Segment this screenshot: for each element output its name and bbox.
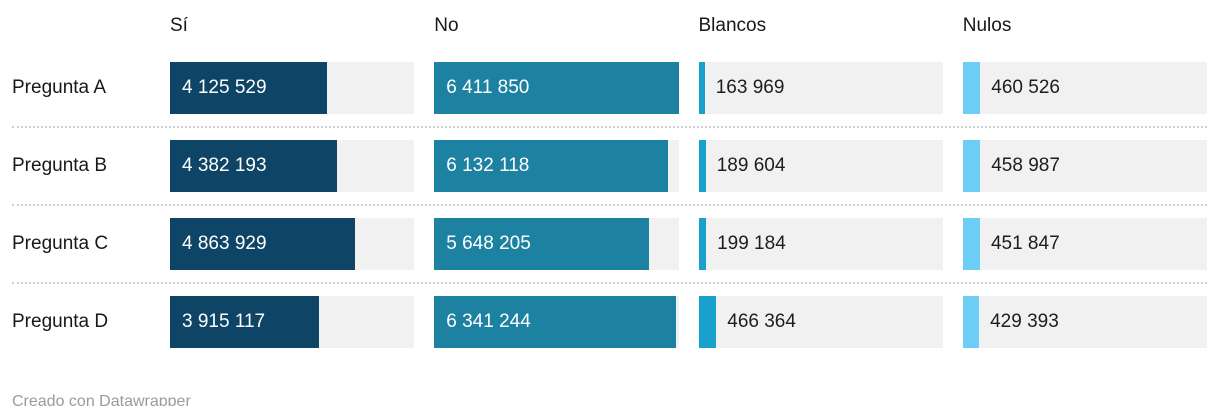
bar-value-label: 460 526 (991, 77, 1060, 98)
bar-track: 4 382 193 (170, 140, 415, 192)
column-header-nulos: Nulos (962, 15, 1012, 36)
bar-cell: 6 132 118 (434, 140, 679, 192)
bar-cell: 3 915 117 (170, 296, 415, 348)
bar-cell: 199 184 (698, 218, 943, 270)
table-row: Pregunta C 4 863 929 5 648 205 199 184 4… (12, 204, 1207, 282)
bar (170, 140, 337, 192)
bar-cell: 4 382 193 (170, 140, 415, 192)
bar-value-label: 6 341 244 (446, 311, 531, 332)
column-header-no: No (434, 15, 459, 36)
bar-value-label: 4 125 529 (182, 77, 267, 98)
bar-cell: 6 341 244 (434, 296, 679, 348)
row-label: Pregunta B (12, 155, 108, 176)
bar-track: 3 915 117 (170, 296, 415, 348)
row-label: Pregunta C (12, 233, 109, 254)
chart-footer: Creado con Datawrapper (12, 393, 1207, 406)
table-row: Pregunta A 4 125 529 6 411 850 163 969 4… (12, 50, 1207, 126)
bar-cell: 458 987 (962, 140, 1207, 192)
column-headers: Sí No Blancos Nulos (12, 12, 1207, 38)
bar-track: 458 987 (962, 140, 1207, 192)
bar (698, 296, 717, 348)
bar (434, 296, 676, 348)
column-header-blancos: Blancos (698, 15, 767, 36)
bar-value-label: 6 411 850 (446, 77, 530, 98)
bar (170, 62, 328, 114)
bar (698, 140, 706, 192)
table-row: Pregunta B 4 382 193 6 132 118 189 604 4… (12, 126, 1207, 204)
datawrapper-credit-link[interactable]: Creado con Datawrapper (12, 393, 191, 406)
bar-track: 4 863 929 (170, 218, 415, 270)
bar-track: 6 132 118 (434, 140, 679, 192)
bar-cell: 460 526 (962, 62, 1207, 114)
bar-cell: 429 393 (962, 296, 1207, 348)
bar-track: 451 847 (962, 218, 1207, 270)
bar-cell: 4 125 529 (170, 62, 415, 114)
bar-value-label: 6 132 118 (446, 155, 530, 176)
bar-cell: 5 648 205 (434, 218, 679, 270)
bar-cell: 466 364 (698, 296, 943, 348)
bar-track: 189 604 (698, 140, 943, 192)
bar-cell: 4 863 929 (170, 218, 415, 270)
bar-cell: 6 411 850 (434, 62, 679, 114)
bar-track: 163 969 (698, 62, 943, 114)
row-label: Pregunta D (12, 311, 109, 332)
bar-cell: 163 969 (698, 62, 943, 114)
bar-value-label: 458 987 (991, 155, 1060, 176)
bar-track: 4 125 529 (170, 62, 415, 114)
bar (698, 218, 707, 270)
bar-track: 5 648 205 (434, 218, 679, 270)
bar (962, 140, 981, 192)
bar (434, 218, 650, 270)
bar (434, 62, 679, 114)
bar-value-label: 4 382 193 (182, 155, 267, 176)
bar-track: 199 184 (698, 218, 943, 270)
bar-track: 429 393 (962, 296, 1207, 348)
bar-value-label: 466 364 (727, 311, 796, 332)
bar (170, 218, 356, 270)
bar-cell: 451 847 (962, 218, 1207, 270)
bar-track: 6 341 244 (434, 296, 679, 348)
bar-value-label: 189 604 (716, 155, 786, 176)
bar-value-label: 429 393 (990, 311, 1059, 332)
bar (962, 296, 980, 348)
table-row: Pregunta D 3 915 117 6 341 244 466 364 4… (12, 282, 1207, 360)
bar (698, 62, 705, 114)
column-header-si: Sí (170, 15, 188, 36)
bar-cell: 189 604 (698, 140, 943, 192)
chart-rows: Pregunta A 4 125 529 6 411 850 163 969 4… (12, 50, 1207, 360)
bar-value-label: 451 847 (990, 233, 1060, 254)
bar (434, 140, 668, 192)
bar-value-label: 4 863 929 (182, 233, 267, 254)
bar-value-label: 3 915 117 (182, 311, 266, 332)
bar (962, 218, 980, 270)
bar-value-label: 163 969 (715, 77, 785, 98)
bar-value-label: 199 184 (717, 233, 786, 254)
bar-track: 460 526 (962, 62, 1207, 114)
bar (962, 62, 981, 114)
bar-value-label: 5 648 205 (446, 233, 531, 254)
row-label: Pregunta A (12, 77, 107, 98)
bar (170, 296, 320, 348)
bar-track: 6 411 850 (434, 62, 679, 114)
bar-track: 466 364 (698, 296, 943, 348)
